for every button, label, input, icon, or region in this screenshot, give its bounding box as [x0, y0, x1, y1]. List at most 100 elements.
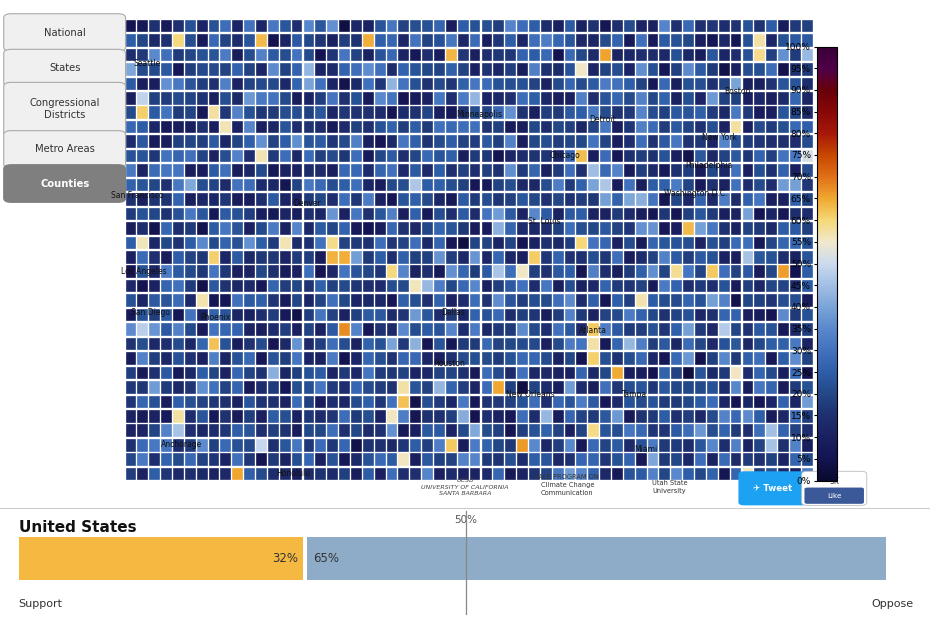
Bar — [719, 280, 730, 293]
Bar — [185, 439, 195, 451]
Bar — [494, 381, 504, 394]
Bar — [529, 179, 539, 192]
Bar — [126, 251, 137, 264]
Bar — [339, 164, 350, 177]
Bar — [647, 20, 658, 32]
Bar — [138, 63, 148, 76]
Bar — [197, 63, 207, 76]
Bar — [245, 294, 255, 307]
Bar — [375, 48, 386, 61]
Bar — [315, 107, 326, 119]
Bar — [458, 453, 469, 466]
Bar — [600, 396, 611, 408]
Bar — [292, 34, 302, 46]
Bar — [208, 439, 219, 451]
Bar — [339, 121, 350, 133]
Bar — [220, 34, 232, 46]
Bar — [256, 34, 267, 46]
Bar — [754, 468, 765, 481]
Bar — [126, 34, 137, 46]
Bar — [327, 164, 339, 177]
Bar — [245, 63, 255, 76]
Bar — [126, 150, 137, 162]
Bar — [624, 193, 634, 206]
Bar — [126, 338, 137, 350]
Bar — [363, 135, 374, 148]
Bar — [707, 34, 718, 46]
Bar — [458, 237, 469, 249]
Bar — [624, 150, 634, 162]
Bar — [256, 323, 267, 336]
Bar — [695, 208, 706, 220]
Bar — [505, 323, 516, 336]
Bar — [315, 222, 326, 234]
Bar — [790, 265, 801, 278]
Bar — [445, 237, 457, 249]
Bar — [684, 179, 694, 192]
Bar — [303, 352, 314, 365]
Bar — [303, 453, 314, 466]
Bar — [351, 265, 362, 278]
Bar — [612, 208, 623, 220]
Bar — [647, 107, 658, 119]
Bar — [529, 251, 539, 264]
Bar — [256, 410, 267, 423]
Bar — [280, 410, 290, 423]
Bar — [802, 20, 813, 32]
Bar — [529, 193, 539, 206]
Bar — [220, 338, 232, 350]
Bar — [256, 251, 267, 264]
Bar — [351, 78, 362, 90]
Bar — [647, 237, 658, 249]
Bar — [766, 121, 777, 133]
Bar — [647, 179, 658, 192]
Bar — [778, 63, 789, 76]
Bar — [434, 366, 445, 379]
Bar — [197, 193, 207, 206]
Bar — [671, 34, 683, 46]
Bar — [434, 265, 445, 278]
Bar — [138, 352, 148, 365]
Bar — [589, 121, 599, 133]
Bar — [161, 352, 172, 365]
Bar — [268, 381, 279, 394]
Bar — [126, 20, 137, 32]
Bar — [363, 294, 374, 307]
Bar — [197, 150, 207, 162]
Bar — [280, 280, 290, 293]
Bar — [517, 193, 528, 206]
Bar — [671, 338, 683, 350]
Bar — [766, 251, 777, 264]
Bar — [565, 251, 576, 264]
Bar — [327, 179, 339, 192]
Bar — [577, 150, 587, 162]
Bar — [363, 150, 374, 162]
Bar — [268, 366, 279, 379]
Bar — [494, 439, 504, 451]
Bar — [445, 338, 457, 350]
Bar — [482, 280, 492, 293]
Bar — [422, 237, 433, 249]
Bar — [434, 425, 445, 437]
Bar — [470, 439, 481, 451]
Bar — [220, 280, 232, 293]
Bar — [636, 410, 646, 423]
Bar — [731, 179, 741, 192]
Bar — [351, 179, 362, 192]
Bar — [589, 63, 599, 76]
Bar — [398, 309, 409, 321]
Bar — [375, 265, 386, 278]
Text: Philadelphia: Philadelphia — [685, 161, 732, 170]
Bar — [636, 381, 646, 394]
Bar — [339, 396, 350, 408]
Bar — [565, 396, 576, 408]
Bar — [517, 381, 528, 394]
Bar — [422, 150, 433, 162]
Bar — [577, 265, 587, 278]
Bar — [126, 78, 137, 90]
Bar — [126, 294, 137, 307]
Bar — [659, 468, 671, 481]
Bar — [612, 338, 623, 350]
Bar — [197, 251, 207, 264]
Bar — [470, 453, 481, 466]
